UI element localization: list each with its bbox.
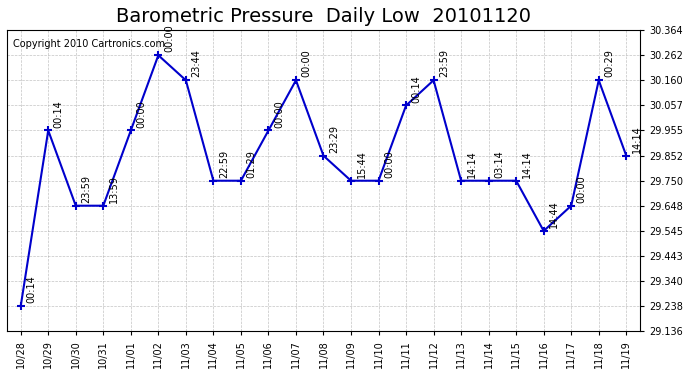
Text: 00:29: 00:29 (604, 50, 614, 78)
Text: 00:14: 00:14 (26, 276, 37, 303)
Text: Copyright 2010 Cartronics.com: Copyright 2010 Cartronics.com (13, 39, 166, 49)
Text: 00:00: 00:00 (137, 100, 146, 128)
Text: 03:14: 03:14 (494, 150, 504, 178)
Text: 00:00: 00:00 (164, 25, 174, 52)
Text: 14:14: 14:14 (632, 125, 642, 153)
Text: 00:00: 00:00 (302, 50, 311, 78)
Text: 14:14: 14:14 (522, 150, 532, 178)
Text: 14:14: 14:14 (466, 150, 477, 178)
Text: 00:00: 00:00 (384, 150, 394, 178)
Text: 23:59: 23:59 (439, 50, 449, 78)
Text: 00:14: 00:14 (412, 75, 422, 103)
Text: 23:29: 23:29 (329, 125, 339, 153)
Text: 23:44: 23:44 (191, 50, 201, 78)
Text: 00:14: 00:14 (54, 100, 63, 128)
Title: Barometric Pressure  Daily Low  20101120: Barometric Pressure Daily Low 20101120 (116, 7, 531, 26)
Text: 01:29: 01:29 (246, 150, 257, 178)
Text: 14:44: 14:44 (549, 200, 559, 228)
Text: 00:00: 00:00 (274, 100, 284, 128)
Text: 00:00: 00:00 (577, 175, 586, 203)
Text: 22:59: 22:59 (219, 150, 229, 178)
Text: 13:59: 13:59 (109, 175, 119, 203)
Text: 15:44: 15:44 (357, 150, 366, 178)
Text: 23:59: 23:59 (81, 175, 91, 203)
